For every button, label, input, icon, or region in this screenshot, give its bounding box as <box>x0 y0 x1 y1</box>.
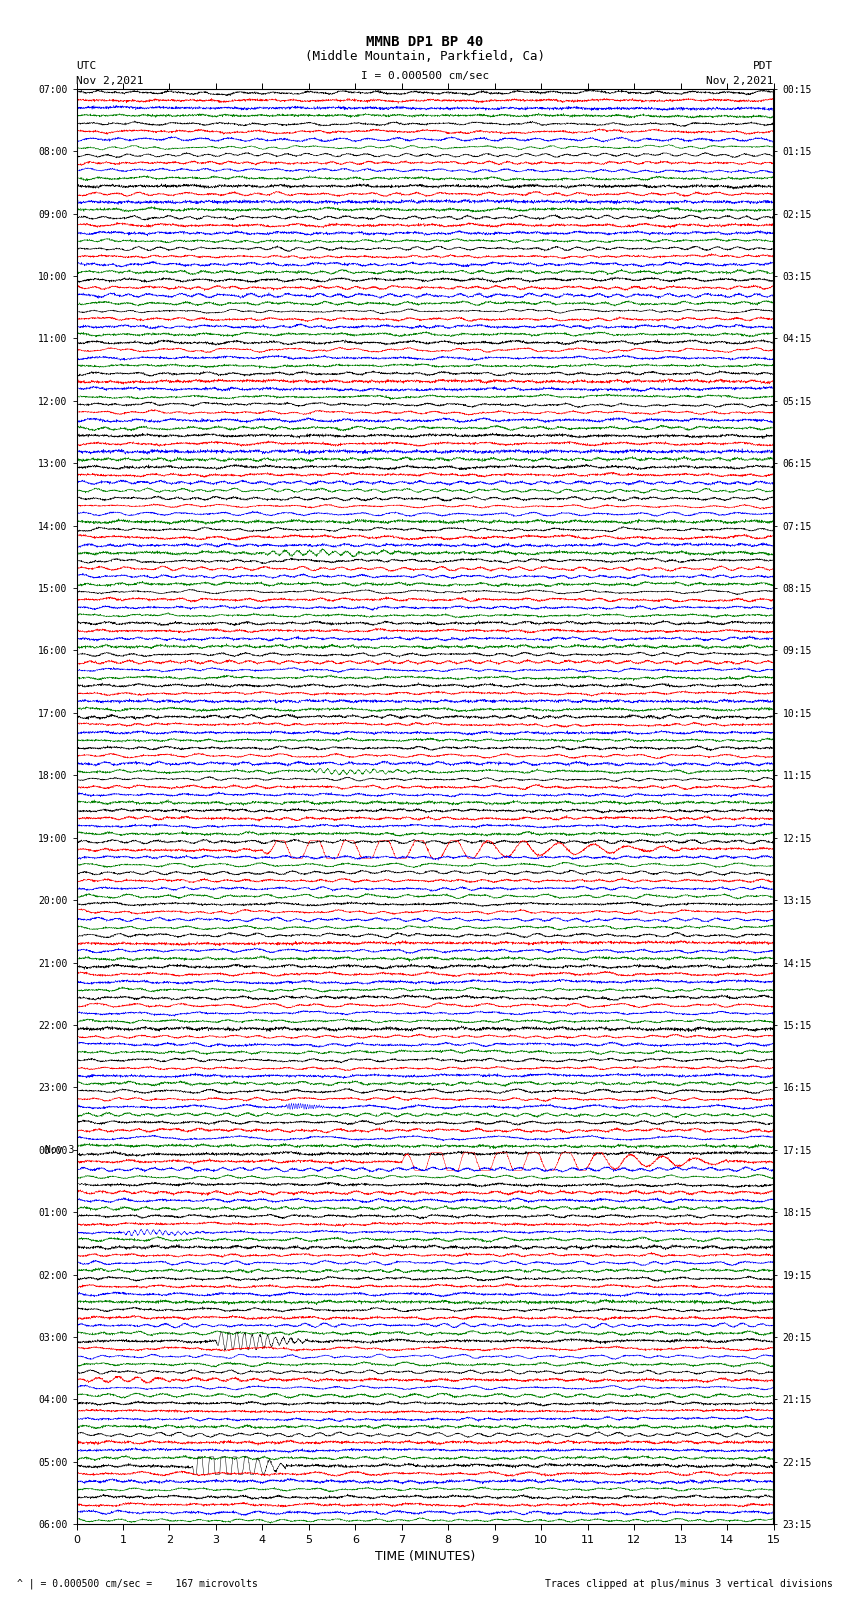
Text: Nov 2,2021: Nov 2,2021 <box>76 76 144 85</box>
Text: ^ | = 0.000500 cm/sec =    167 microvolts: ^ | = 0.000500 cm/sec = 167 microvolts <box>17 1578 258 1589</box>
Text: Traces clipped at plus/minus 3 vertical divisions: Traces clipped at plus/minus 3 vertical … <box>545 1579 833 1589</box>
X-axis label: TIME (MINUTES): TIME (MINUTES) <box>375 1550 475 1563</box>
Text: PDT: PDT <box>753 61 774 71</box>
Text: I = 0.000500 cm/sec: I = 0.000500 cm/sec <box>361 71 489 81</box>
Text: Nov 3: Nov 3 <box>45 1145 75 1155</box>
Text: (Middle Mountain, Parkfield, Ca): (Middle Mountain, Parkfield, Ca) <box>305 50 545 63</box>
Text: UTC: UTC <box>76 61 97 71</box>
Text: MMNB DP1 BP 40: MMNB DP1 BP 40 <box>366 35 484 50</box>
Text: Nov 2,2021: Nov 2,2021 <box>706 76 774 85</box>
